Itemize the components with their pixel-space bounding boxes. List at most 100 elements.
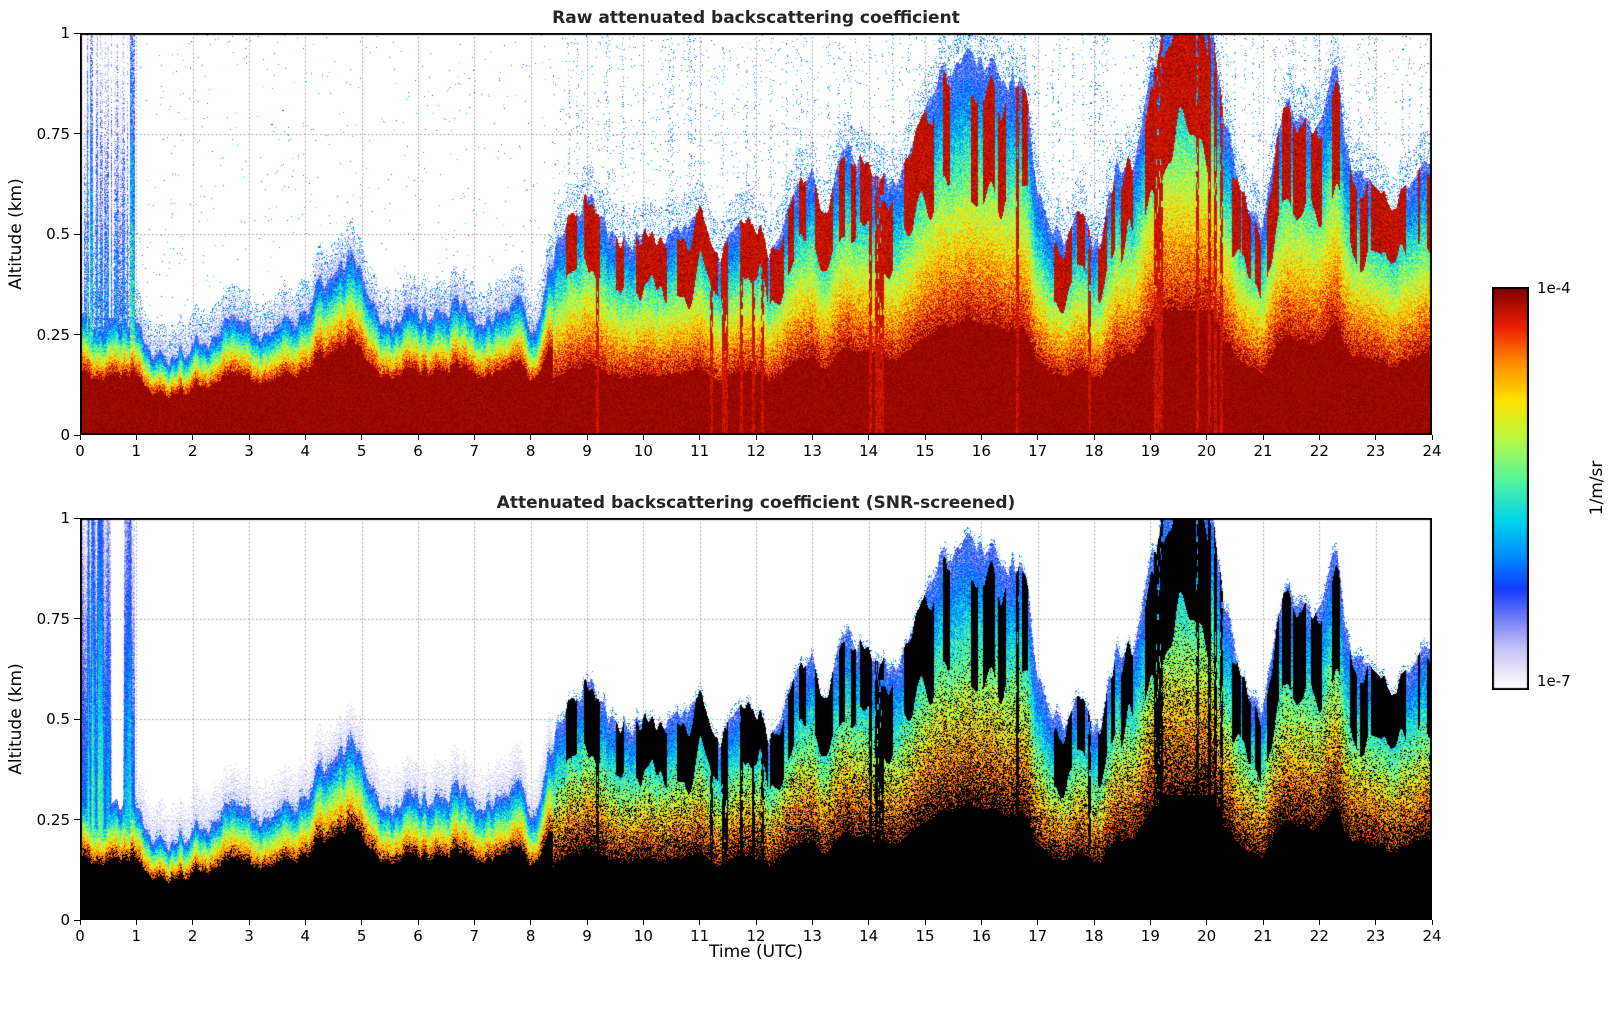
screened-panel-title: Attenuated backscattering coefficient (S…: [496, 493, 1016, 513]
x-tick: [1375, 435, 1377, 440]
y-tick: [74, 517, 80, 519]
raw-panel-title: Raw attenuated backscattering coefficien…: [552, 8, 960, 28]
x-tick-label: 12: [746, 927, 766, 945]
y-tick: [74, 334, 80, 335]
x-tick-label: 18: [1084, 927, 1104, 945]
x-tick-label: 0: [75, 442, 85, 460]
colorbar-max-label: 1e-4: [1537, 279, 1571, 297]
x-tick-label: 11: [690, 927, 710, 945]
x-tick-label: 13: [802, 442, 822, 460]
x-tick: [1149, 920, 1151, 925]
x-tick: [530, 920, 532, 925]
x-tick-label: 17: [1028, 442, 1048, 460]
x-tick-label: 3: [244, 442, 254, 460]
x-tick: [586, 435, 588, 440]
y-tick-label: 1: [60, 509, 70, 527]
x-tick: [868, 435, 870, 440]
x-tick: [699, 435, 701, 440]
x-tick: [1093, 920, 1095, 925]
x-tick: [980, 435, 982, 440]
x-tick: [1375, 920, 1377, 925]
x-tick-label: 3: [244, 927, 254, 945]
x-tick: [1093, 435, 1095, 440]
x-tick: [192, 920, 194, 925]
x-tick: [642, 435, 644, 440]
x-tick-label: 4: [300, 442, 311, 460]
x-tick: [755, 435, 757, 440]
x-tick-label: 16: [971, 927, 991, 945]
x-tick-label: 14: [859, 442, 879, 460]
x-tick: [304, 920, 306, 925]
x-tick-label: 22: [1309, 442, 1329, 460]
x-tick-label: 8: [525, 442, 536, 460]
x-tick: [417, 435, 419, 440]
y-tick: [74, 819, 80, 820]
x-tick-label: 23: [1366, 927, 1386, 945]
x-tick-label: 21: [1253, 927, 1273, 945]
x-tick-label: 7: [469, 442, 480, 460]
y-tick: [74, 434, 80, 436]
x-tick: [135, 435, 137, 440]
x-tick-label: 15: [915, 442, 935, 460]
x-tick: [1431, 920, 1433, 925]
x-tick-label: 16: [971, 442, 991, 460]
x-tick-label: 19: [1140, 927, 1160, 945]
x-tick-label: 10: [633, 442, 653, 460]
x-tick-label: 9: [582, 442, 592, 460]
x-tick-label: 6: [413, 927, 423, 945]
x-tick: [79, 920, 81, 925]
x-tick-label: 5: [356, 927, 367, 945]
x-tick: [304, 435, 306, 440]
x-tick: [586, 920, 588, 925]
x-tick-label: 19: [1140, 442, 1160, 460]
x-tick: [699, 920, 701, 925]
x-tick-label: 20: [1197, 442, 1217, 460]
x-tick: [530, 435, 532, 440]
x-tick: [1037, 920, 1039, 925]
x-tick-label: 0: [75, 927, 85, 945]
x-tick: [1149, 435, 1151, 440]
y-tick-label: 0: [60, 426, 70, 444]
x-tick-label: 1: [131, 442, 142, 460]
y-tick: [74, 233, 80, 235]
x-tick: [980, 920, 982, 925]
x-tick-label: 8: [525, 927, 536, 945]
x-tick-label: 10: [633, 927, 653, 945]
colorbar-units-label: 1/m/sr: [1587, 460, 1607, 516]
x-tick: [192, 435, 194, 440]
screened-heatmap-canvas: [80, 518, 1432, 920]
x-tick-label: 18: [1084, 442, 1104, 460]
x-tick: [642, 920, 644, 925]
x-tick-label: 15: [915, 927, 935, 945]
x-tick: [135, 920, 137, 925]
x-tick: [473, 920, 475, 925]
x-tick-label: 23: [1366, 442, 1386, 460]
x-tick: [1262, 920, 1264, 925]
colorbar-min-label: 1e-7: [1537, 672, 1571, 690]
x-tick-label: 22: [1309, 927, 1329, 945]
x-tick: [1318, 435, 1320, 440]
x-tick-label: 24: [1422, 927, 1442, 945]
x-tick: [1431, 435, 1433, 440]
x-tick: [811, 920, 813, 925]
x-tick-label: 17: [1028, 927, 1048, 945]
y-tick: [74, 133, 80, 134]
x-tick: [473, 435, 475, 440]
x-tick: [1262, 435, 1264, 440]
y-tick-label: 0.25: [36, 325, 70, 344]
x-tick-label: 2: [187, 927, 198, 945]
x-tick: [868, 920, 870, 925]
x-tick: [248, 435, 250, 440]
x-tick: [924, 920, 926, 925]
y-tick-label: 0.5: [46, 225, 70, 243]
x-tick: [924, 435, 926, 440]
y-tick-label: 0.5: [46, 710, 70, 728]
raw-heatmap-canvas: [80, 33, 1432, 435]
time-axis-label: Time (UTC): [709, 942, 803, 962]
x-tick: [417, 920, 419, 925]
y-tick-label: 0.75: [36, 609, 70, 628]
x-tick-label: 24: [1422, 442, 1442, 460]
y-tick-label: 1: [60, 24, 70, 42]
x-tick-label: 5: [356, 442, 367, 460]
